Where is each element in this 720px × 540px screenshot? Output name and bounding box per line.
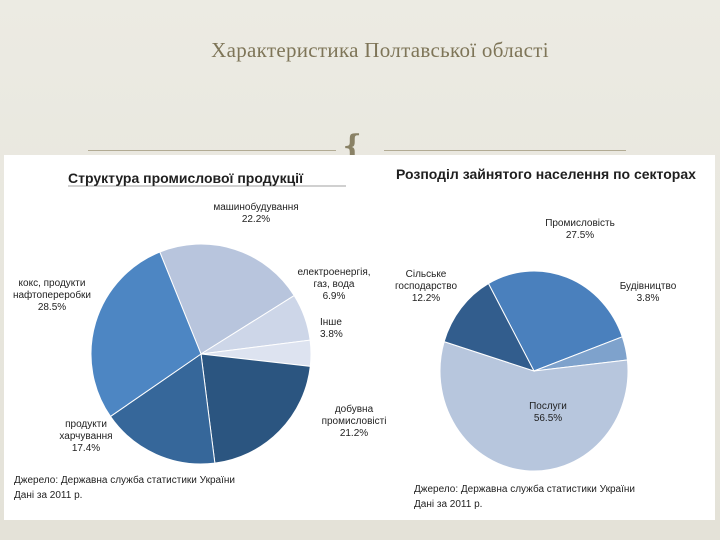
pie-slice <box>90 251 202 418</box>
industrial-source-line: Джерело: Державна служба статистики Укра… <box>14 474 235 486</box>
slice-label-line: 28.5% <box>38 302 66 313</box>
slice-label: машинобудування 22.2% <box>213 201 298 225</box>
slice-label-line: 17.4% <box>72 443 100 454</box>
employment-pie-labels: Промисловість 27.5% Будівництво 3.8% Послуги… <box>395 218 677 424</box>
employment-distribution-chart: Розподіл зайнятого населення по секторах… <box>395 166 696 510</box>
slice-label-line: добувна <box>335 403 374 415</box>
title-divider-left <box>88 150 336 151</box>
slice-label-line: машинобудування <box>213 201 298 213</box>
employment-pie <box>439 270 629 472</box>
slice-label: кокс, продукти нафтопереробки 28.5% <box>13 278 91 313</box>
pie-slice <box>487 270 623 372</box>
employment-chart-title: Розподіл зайнятого населення по секторах <box>396 166 696 182</box>
pie-slice <box>159 243 295 355</box>
slice-label: Послуги 56.5% <box>529 401 567 424</box>
slice-label-line: 21.2% <box>340 428 368 439</box>
slice-label: добувна промисловісті 21.2% <box>322 403 387 439</box>
pie-slice <box>109 353 216 465</box>
slice-label-line: харчування <box>59 431 112 442</box>
industrial-pie <box>90 243 312 465</box>
slice-label: продукти харчування 17.4% <box>59 419 112 454</box>
slice-label: Промисловість 27.5% <box>545 218 615 241</box>
slice-label-line: газ, вода <box>314 279 355 290</box>
slice-label: Сільське господарство 12.2% <box>395 269 457 304</box>
slice-label: Будівництво 3.8% <box>620 281 677 304</box>
slice-label-line: Промисловість <box>545 218 615 229</box>
slice-label: Інше 3.8% <box>320 317 343 340</box>
slice-label-line: продукти <box>65 419 107 430</box>
pie-slice <box>439 340 629 472</box>
industrial-chart-title: Структура промислової продукції <box>68 170 304 186</box>
slice-label-line: 22.2% <box>242 214 270 225</box>
slice-label-line: 6.9% <box>323 291 346 302</box>
slice-label-line: 56.5% <box>534 413 562 424</box>
slice-label-line: електроенергія, <box>297 267 370 278</box>
industrial-source-date: Дані за 2011 р. <box>14 490 82 501</box>
slide-title: Характеристика Полтавської області <box>211 38 549 62</box>
slice-label-line: кокс, продукти <box>19 278 86 289</box>
slice-label-line: нафтопереробки <box>13 289 91 301</box>
title-divider-right <box>384 150 626 151</box>
slice-label-line: Сільське <box>406 269 447 280</box>
pie-slice <box>200 353 311 464</box>
slice-label-line: Будівництво <box>620 281 677 292</box>
slice-label-line: господарство <box>395 281 457 292</box>
slice-label-line: Інше <box>320 317 342 328</box>
industrial-pie-labels: машинобудування 22.2% електроенергія, газ, … <box>13 201 386 454</box>
slice-label-line: Послуги <box>529 401 567 412</box>
industrial-structure-chart: Структура промислової продукції машинобу… <box>13 170 386 501</box>
charts-panel: Структура промислової продукції машинобу… <box>4 155 715 520</box>
pie-slice <box>443 282 536 372</box>
employment-source-line: Джерело: Державна служба статистики Укра… <box>414 483 635 495</box>
employment-source-date: Дані за 2011 р. <box>414 499 482 510</box>
slice-label-line: 3.8% <box>637 293 660 304</box>
charts-canvas: Структура промислової продукції машинобу… <box>13 166 696 510</box>
slice-label-line: промисловісті <box>322 416 387 427</box>
slice-label-line: 27.5% <box>566 230 594 241</box>
slice-label-line: 12.2% <box>412 293 440 304</box>
slice-label-line: 3.8% <box>320 329 343 340</box>
slice-label: електроенергія, газ, вода 6.9% <box>297 267 370 302</box>
